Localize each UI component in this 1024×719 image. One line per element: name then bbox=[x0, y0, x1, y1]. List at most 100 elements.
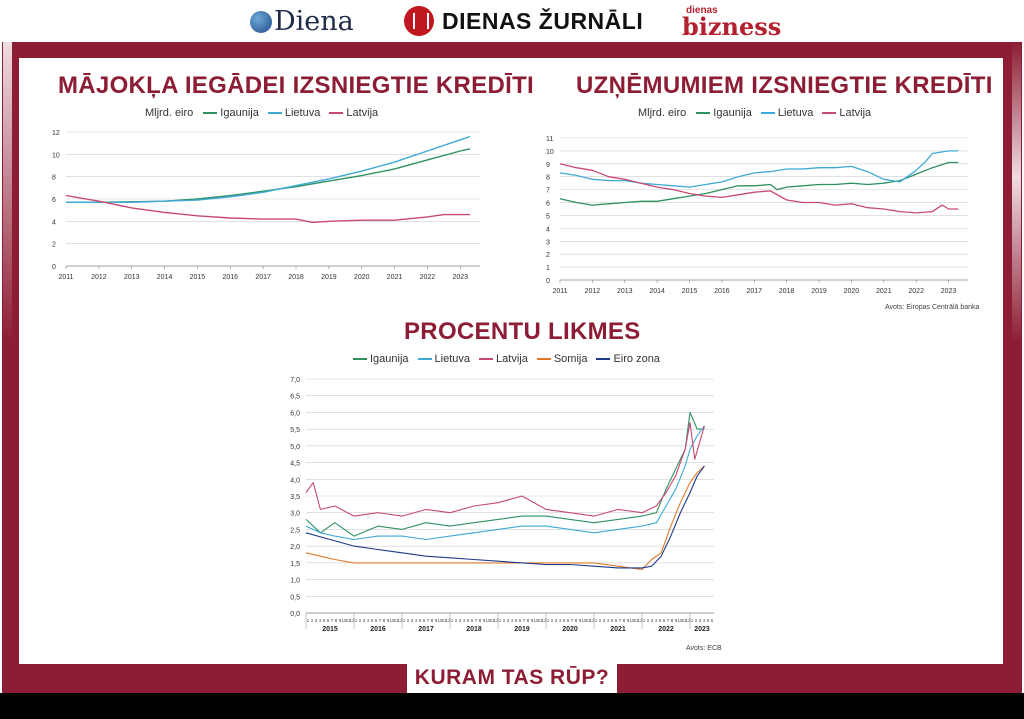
month-tick-label: 9 bbox=[675, 618, 678, 623]
month-tick-label: 2 bbox=[551, 618, 554, 623]
month-tick-label: 3 bbox=[363, 618, 366, 623]
x-tick-label: 2023 bbox=[694, 626, 710, 633]
month-tick-label: 10 bbox=[485, 618, 491, 623]
globe-icon bbox=[250, 10, 272, 33]
month-tick-label: 11 bbox=[586, 618, 591, 623]
series-line-latvija bbox=[559, 163, 959, 214]
y-tick-label: 2 bbox=[52, 242, 56, 249]
month-tick-label: 10 bbox=[533, 618, 539, 623]
legend-item-latvija: Latvija bbox=[822, 107, 871, 119]
month-tick-label: 5 bbox=[323, 618, 326, 623]
month-tick-label: 11 bbox=[346, 618, 351, 623]
month-tick-label: 8 bbox=[431, 618, 434, 623]
x-tick-label: 2019 bbox=[811, 288, 827, 295]
month-tick-label: 1 bbox=[355, 618, 358, 623]
diena-logo[interactable]: Diena bbox=[250, 6, 354, 37]
dienas-bizness-logo[interactable]: dienas bizness bbox=[682, 6, 781, 39]
month-tick-label: 11 bbox=[682, 618, 687, 623]
y-tick-label: 12 bbox=[52, 130, 60, 137]
rates-chart: 0,0 0,5 1,0 1,5 2,0 2,5 3,0 3,5 4,0 4,5 5,0 5,5 6,0 6… bbox=[290, 377, 714, 633]
y-tick-label: 5,0 bbox=[290, 444, 300, 451]
month-tick-label: 6 bbox=[423, 618, 426, 623]
header: Diena DIENAS ŽURNĀLI dienas bizness bbox=[0, 0, 1024, 42]
month-tick-label: 5 bbox=[611, 618, 614, 623]
x-tick-label: 2023 bbox=[452, 274, 468, 281]
x-tick-label: 2019 bbox=[321, 274, 337, 281]
business-source: Avots: Eiropas Centrālā banka bbox=[885, 304, 980, 311]
y-tick-label: 4 bbox=[52, 219, 56, 226]
y-tick-label: 0 bbox=[52, 264, 56, 271]
month-tick-label: 9 bbox=[483, 618, 486, 623]
x-tick-label: 2022 bbox=[658, 626, 674, 633]
y-tick-label: 7 bbox=[546, 188, 550, 195]
x-tick-label: 2023 bbox=[941, 288, 957, 295]
month-tick-label: 10 bbox=[389, 618, 395, 623]
month-tick-label: 8 bbox=[671, 618, 674, 623]
month-tick-label: 7 bbox=[667, 618, 670, 623]
month-tick-label: 1 bbox=[403, 618, 406, 623]
month-tick-label: 5 bbox=[707, 618, 710, 623]
series-line-lietuva bbox=[305, 425, 705, 541]
month-tick-label: 4 bbox=[463, 618, 466, 623]
rates-chart-title: PROCENTU LIKMES bbox=[404, 318, 641, 345]
series-line-somija bbox=[305, 465, 705, 571]
x-tick-label: 2015 bbox=[190, 274, 206, 281]
month-tick-label: 3 bbox=[507, 618, 510, 623]
month-tick-label: 10 bbox=[341, 618, 347, 623]
x-tick-label: 2015 bbox=[322, 626, 338, 633]
business-legend: Mljrd. eiro Igaunija Lietuva Latvija bbox=[638, 107, 880, 119]
month-tick-label: 8 bbox=[479, 618, 482, 623]
y-tick-label: 8 bbox=[52, 175, 56, 182]
legend-swatch bbox=[536, 358, 551, 360]
rates-legend: Igaunija Lietuva Latvija Somija Eiro zon… bbox=[353, 353, 669, 365]
x-tick-label: 2021 bbox=[876, 288, 892, 295]
legend-swatch bbox=[203, 112, 218, 114]
month-tick-label: 9 bbox=[627, 618, 630, 623]
month-tick-label: 1 bbox=[547, 618, 550, 623]
x-tick-label: 2016 bbox=[222, 274, 238, 281]
month-tick-label: 9 bbox=[579, 618, 582, 623]
y-tick-label: 3,5 bbox=[290, 494, 300, 501]
month-tick-label: 4 bbox=[367, 618, 370, 623]
business-unit-label: Mljrd. eiro bbox=[638, 107, 687, 119]
month-tick-label: 3 bbox=[651, 618, 654, 623]
x-tick-label: 2022 bbox=[908, 288, 924, 295]
month-tick-label: 7 bbox=[427, 618, 430, 623]
x-tick-label: 2012 bbox=[585, 288, 601, 295]
x-tick-label: 2011 bbox=[58, 274, 73, 281]
month-tick-label: 12 bbox=[637, 618, 643, 623]
x-tick-label: 2018 bbox=[288, 274, 304, 281]
month-tick-label: 12 bbox=[445, 618, 451, 623]
legend-item-igaunija: Igaunija bbox=[353, 353, 409, 365]
month-tick-label: 5 bbox=[419, 618, 422, 623]
x-tick-label: 2017 bbox=[418, 626, 434, 633]
dienas-zurnali-logo[interactable]: DIENAS ŽURNĀLI bbox=[404, 6, 643, 36]
legend-swatch bbox=[329, 112, 344, 114]
legend-item-eiro-zona: Eiro zona bbox=[596, 353, 660, 365]
legend-item-lietuva: Lietuva bbox=[267, 107, 320, 119]
month-tick-label: 11 bbox=[634, 618, 639, 623]
legend-swatch bbox=[822, 112, 837, 114]
month-tick-label: 9 bbox=[531, 618, 534, 623]
y-tick-label: 0,5 bbox=[290, 594, 300, 601]
housing-legend: Mljrd. eiro Igaunija Lietuva Latvija bbox=[145, 107, 387, 119]
month-tick-label: 2 bbox=[359, 618, 362, 623]
month-tick-label: 6 bbox=[471, 618, 474, 623]
y-tick-label: 4,0 bbox=[290, 477, 300, 484]
month-tick-label: 4 bbox=[559, 618, 562, 623]
legend-label: Latvija bbox=[346, 107, 379, 119]
y-tick-label: 6,0 bbox=[290, 410, 300, 417]
month-tick-label: 8 bbox=[383, 618, 386, 623]
x-tick-label: 2020 bbox=[844, 288, 860, 295]
month-tick-label: 4 bbox=[511, 618, 514, 623]
month-tick-label: 2 bbox=[503, 618, 506, 623]
month-tick-label: 10 bbox=[437, 618, 443, 623]
month-tick-label: 8 bbox=[335, 618, 338, 623]
legend-item-lietuva: Lietuva bbox=[417, 353, 470, 365]
y-tick-label: 11 bbox=[546, 136, 553, 143]
x-tick-label: 2015 bbox=[682, 288, 698, 295]
legend-label: Igaunija bbox=[713, 107, 752, 119]
business-chart-title: UZŅĒMUMIEM IZSNIEGTIE KREDĪTI bbox=[576, 72, 993, 99]
legend-label: Latvija bbox=[496, 353, 528, 365]
x-tick-label: 2018 bbox=[779, 288, 795, 295]
